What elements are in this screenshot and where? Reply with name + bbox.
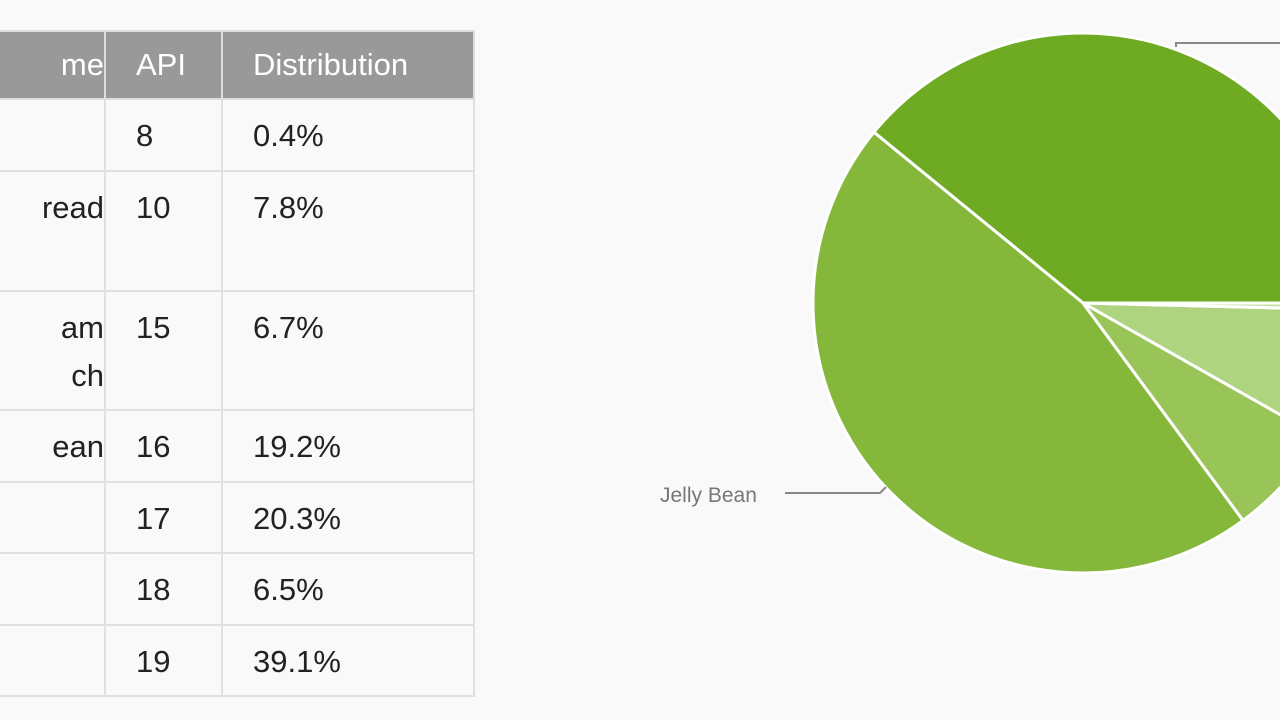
table-row: 8 0.4%: [0, 98, 475, 172]
pie-slice-gingerbread: [1082, 301, 1280, 417]
row-distribution: 39.1%: [221, 624, 475, 697]
row-codename: ean: [0, 409, 106, 483]
label-jelly-bean: Jelly Bean: [660, 484, 757, 507]
row-api: 17: [104, 481, 223, 554]
pie-slice-ice-cream-sandwich: [1081, 301, 1280, 523]
pie-slice-jelly-bean: [811, 130, 1246, 575]
row-distribution: 20.3%: [221, 481, 475, 554]
row-api: 10: [104, 170, 223, 292]
row-codename: [0, 481, 106, 554]
header-distribution: Distribution: [221, 30, 475, 100]
distribution-table: me API Distribution 8 0.4% read 10 7.8% am ch…: [0, 30, 475, 697]
row-distribution: 7.8%: [221, 170, 475, 292]
row-distribution: 0.4%: [221, 98, 475, 172]
row-codename: read: [0, 170, 106, 292]
table-row: 19 39.1%: [0, 624, 475, 697]
pie-slice-kitkat: [871, 31, 1280, 305]
row-codename: [0, 98, 106, 172]
table-row: ean 16 19.2%: [0, 409, 475, 483]
pie-slice-froyo: [1082, 301, 1280, 310]
header-api: API: [104, 30, 223, 100]
leader-line-jelly-bean: [785, 486, 887, 494]
table-row: 18 6.5%: [0, 552, 475, 626]
row-codename: am ch: [0, 290, 106, 411]
row-distribution: 6.7%: [221, 290, 475, 411]
row-api: 16: [104, 409, 223, 483]
table-row: 17 20.3%: [0, 481, 475, 554]
header-codename: me: [0, 30, 106, 100]
row-distribution: 19.2%: [221, 409, 475, 483]
row-api: 19: [104, 624, 223, 697]
row-codename: [0, 624, 106, 697]
table-row: read 10 7.8%: [0, 170, 475, 292]
row-distribution: 6.5%: [221, 552, 475, 626]
row-codename: [0, 552, 106, 626]
table-row: am ch 15 6.7%: [0, 290, 475, 411]
row-api: 15: [104, 290, 223, 411]
row-api: 18: [104, 552, 223, 626]
row-api: 8: [104, 98, 223, 172]
leader-line-kitkat: [1175, 42, 1280, 47]
